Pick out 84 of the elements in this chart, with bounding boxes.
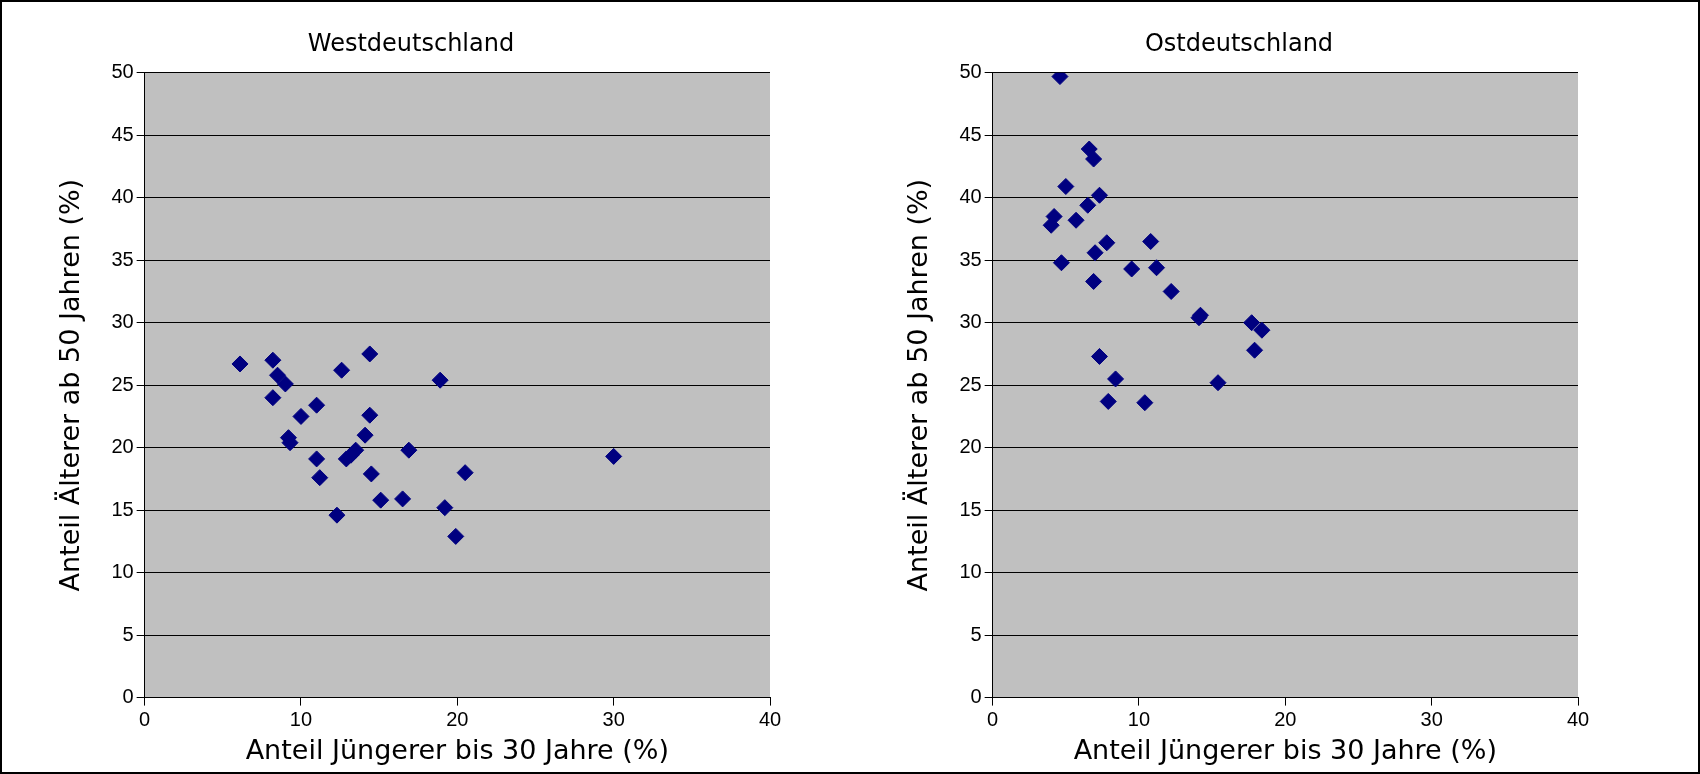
x-axis-title: Anteil Jüngerer bis 30 Jahre (%) [1073, 733, 1498, 765]
point [308, 450, 326, 468]
point [1142, 233, 1160, 250]
point [1052, 254, 1070, 272]
y-tick-label: 45 [959, 122, 982, 145]
point [269, 366, 287, 384]
point [264, 351, 282, 369]
x-tick-label: 10 [1127, 708, 1151, 731]
point [1253, 321, 1271, 339]
y-axis-title: Anteil Älterer ab 50 Jahren (%) [902, 178, 934, 592]
point [231, 355, 249, 373]
y-tick-label: 50 [959, 60, 982, 83]
chart-title: Ostdeutschland [1144, 28, 1334, 57]
x-tick-label: 10 [289, 708, 313, 731]
y-tick-label: 0 [970, 685, 982, 708]
y-tick-label: 45 [111, 122, 134, 145]
y-tick-label: 35 [959, 247, 982, 270]
chart-title: Westdeutschland [307, 28, 515, 57]
point [436, 499, 454, 517]
point [1162, 282, 1180, 300]
x-tick-label: 20 [446, 708, 469, 731]
y-tick-label: 50 [111, 60, 134, 83]
y-tick-label: 25 [111, 372, 134, 395]
point [311, 469, 329, 487]
point [328, 506, 346, 524]
y-tick-label: 40 [959, 185, 982, 208]
point [1243, 314, 1261, 332]
point [1079, 196, 1097, 214]
point [347, 441, 365, 459]
y-tick-label: 10 [111, 560, 134, 583]
x-tick-label: 40 [758, 708, 782, 731]
point [1080, 140, 1098, 158]
point [356, 426, 374, 444]
y-tick-label: 20 [959, 435, 982, 458]
y-tick-label: 0 [122, 685, 134, 708]
point [1099, 392, 1117, 410]
y-tick-label: 30 [111, 310, 134, 333]
y-tick-label: 15 [111, 497, 134, 520]
y-tick-label: 30 [959, 310, 982, 333]
x-tick-label: 20 [1274, 708, 1297, 731]
y-tick-label: 10 [959, 560, 982, 583]
point [361, 406, 379, 424]
point [1148, 259, 1166, 277]
point [361, 345, 379, 363]
point [264, 389, 282, 407]
point [1085, 272, 1103, 290]
point [292, 407, 310, 425]
x-tick-label: 40 [1566, 708, 1590, 731]
point [1107, 370, 1125, 388]
point [1209, 374, 1227, 392]
y-axis-title: Anteil Älterer ab 50 Jahren (%) [54, 178, 86, 592]
point [1136, 394, 1154, 412]
point [372, 491, 390, 509]
point [605, 447, 623, 465]
point [276, 375, 294, 393]
y-tick-label: 20 [111, 435, 134, 458]
point [308, 396, 326, 414]
y-tick-label: 5 [122, 622, 134, 645]
y-tick-label: 40 [111, 185, 134, 208]
point [1246, 341, 1264, 359]
point [333, 361, 351, 379]
point [456, 464, 474, 482]
point [1067, 211, 1085, 229]
x-tick-label: 0 [987, 708, 999, 731]
y-tick-label: 35 [111, 247, 134, 270]
point [1090, 186, 1108, 204]
point [1086, 244, 1104, 262]
point [1085, 150, 1103, 168]
point [447, 527, 465, 545]
point [362, 465, 380, 483]
x-axis-title: Anteil Jüngerer bis 30 Jahre (%) [245, 733, 670, 765]
y-tick-label: 5 [970, 622, 982, 645]
y-tick-label: 25 [959, 372, 982, 395]
point [431, 371, 449, 389]
x-tick-label: 0 [139, 708, 151, 731]
x-tick-label: 30 [602, 708, 625, 731]
point [1057, 178, 1075, 196]
point [1098, 234, 1116, 252]
y-tick-label: 15 [959, 497, 982, 520]
point [400, 441, 418, 459]
point [1090, 347, 1108, 365]
point [1123, 260, 1141, 278]
x-tick-label: 30 [1420, 708, 1443, 731]
point [394, 490, 412, 508]
